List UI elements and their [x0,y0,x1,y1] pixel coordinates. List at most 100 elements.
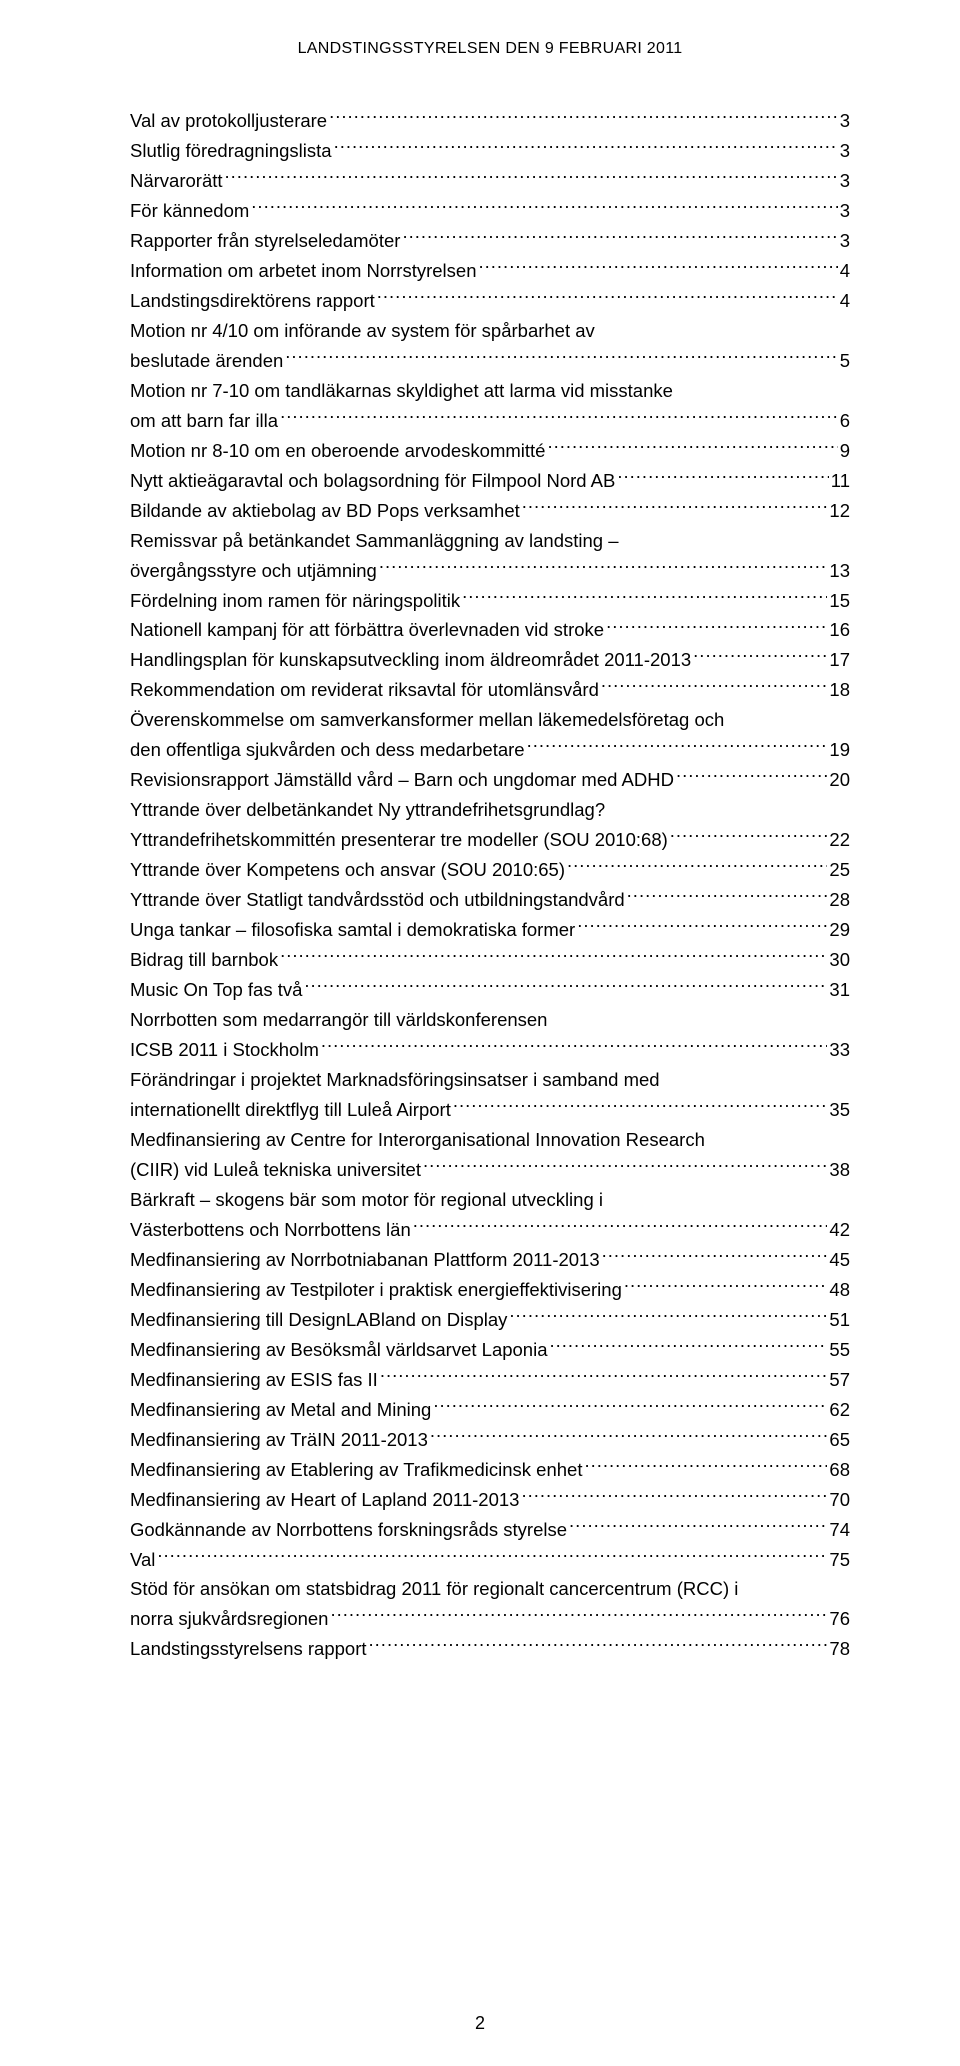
toc-entry-page: 3 [840,226,850,256]
toc-leader-dots [280,406,838,426]
toc-leader-dots [602,1245,828,1265]
toc-entry-page: 11 [831,466,850,496]
toc-entry-page: 3 [840,106,850,136]
toc-entry-title: Slutlig föredragningslista [130,136,332,166]
toc-entry-title: Medfinansiering till DesignLABland on Di… [130,1305,507,1335]
toc-entry-page: 15 [829,586,850,616]
toc-leader-dots [251,197,837,217]
toc-leader-dots [624,1275,828,1295]
toc-entry-page: 17 [829,645,850,675]
toc-entry-page: 42 [829,1215,850,1245]
toc-leader-dots [606,616,827,636]
toc-leader-dots [280,946,827,966]
toc-entry-title: Val [130,1545,155,1575]
toc-entry-continuation: Yttrande över delbetänkandet Ny yttrande… [130,795,850,825]
toc-entry: Yttrande över Kompetens och ansvar (SOU … [130,855,850,885]
toc-leader-dots [453,1096,828,1116]
toc-leader-dots [676,766,827,786]
toc-leader-dots [584,1455,827,1475]
toc-entry-page: 22 [829,825,850,855]
toc-entry-page: 68 [829,1455,850,1485]
toc-entry-title: Handlingsplan för kunskapsutveckling ino… [130,645,691,675]
toc-entry-title: Information om arbetet inom Norrstyrelse… [130,256,477,286]
toc-entry-title: För kännedom [130,196,249,226]
toc-entry-title: norra sjukvårdsregionen [130,1604,328,1634]
toc-entry: Fördelning inom ramen för näringspolitik… [130,586,850,616]
toc-leader-dots [509,1305,827,1325]
toc-leader-dots [567,856,827,876]
toc-leader-dots [413,1216,828,1236]
page-number: 2 [0,2013,960,2034]
toc-entry: Handlingsplan för kunskapsutveckling ino… [130,645,850,675]
toc-entry: Slutlig föredragningslista3 [130,136,850,166]
toc-entry-title: Godkännande av Norrbottens forskningsråd… [130,1515,567,1545]
toc-entry-continuation: Stöd för ansökan om statsbidrag 2011 för… [130,1574,850,1604]
toc-entry-page: 76 [829,1604,850,1634]
toc-leader-dots [462,586,827,606]
toc-entry-title: Yttrande över Kompetens och ansvar (SOU … [130,855,565,885]
toc-entry-title: Yttrandefrihetskommittén presenterar tre… [130,825,668,855]
table-of-contents: Val av protokolljusterare3Slutlig föredr… [130,106,850,1664]
toc-entry-page: 65 [829,1425,850,1455]
toc-entry-title: Motion nr 8-10 om en oberoende arvodesko… [130,436,545,466]
toc-entry: Landstingsstyrelsens rapport78 [130,1634,850,1664]
toc-leader-dots [627,886,828,906]
toc-entry-page: 19 [829,735,850,765]
toc-entry-title: Bidrag till barnbok [130,945,278,975]
toc-entry-title: (CIIR) vid Luleå tekniska universitet [130,1155,421,1185]
toc-leader-dots [430,1425,828,1445]
toc-entry-title: Revisionsrapport Jämställd vård – Barn o… [130,765,674,795]
toc-entry: den offentliga sjukvården och dess medar… [130,735,850,765]
toc-entry-page: 28 [829,885,850,915]
toc-leader-dots [569,1515,827,1535]
toc-entry-page: 3 [840,196,850,226]
toc-entry: Val av protokolljusterare 3 [130,106,850,136]
toc-leader-dots [225,167,838,187]
toc-entry-title: Medfinansiering av TräIN 2011-2013 [130,1425,428,1455]
toc-leader-dots [550,1335,828,1355]
toc-entry-title: Närvarorätt [130,166,223,196]
toc-entry-page: 38 [829,1155,850,1185]
toc-leader-dots [321,1036,828,1056]
toc-entry-title: Medfinansiering av Etablering av Trafikm… [130,1455,582,1485]
toc-entry-page: 12 [829,496,850,526]
toc-leader-dots [479,257,838,277]
toc-entry: Bidrag till barnbok 30 [130,945,850,975]
toc-entry-page: 74 [829,1515,850,1545]
toc-entry-title: Rekommendation om reviderat riksavtal fö… [130,675,599,705]
toc-leader-dots [547,436,837,456]
toc-entry: Val75 [130,1545,850,1575]
toc-leader-dots [402,227,837,247]
toc-entry-page: 30 [829,945,850,975]
toc-leader-dots [522,496,828,516]
toc-entry-title: Landstingsstyrelsens rapport [130,1634,367,1664]
toc-leader-dots [433,1395,827,1415]
toc-entry-page: 31 [829,975,850,1005]
toc-entry-continuation: Norrbotten som medarrangör till världsko… [130,1005,850,1035]
toc-leader-dots [329,107,838,127]
toc-leader-dots [334,137,838,157]
toc-entry-title: beslutade ärenden [130,346,283,376]
toc-entry-title: Medfinansiering av Besöksmål världsarvet… [130,1335,548,1365]
toc-entry: Medfinansiering till DesignLABland on Di… [130,1305,850,1335]
toc-entry-page: 13 [829,556,850,586]
toc-entry-title: Val av protokolljusterare [130,106,327,136]
toc-entry-page: 57 [829,1365,850,1395]
document-page: LANDSTINGSSTYRELSEN DEN 9 FEBRUARI 2011 … [0,0,960,2066]
toc-entry-continuation: Motion nr 4/10 om införande av system fö… [130,316,850,346]
toc-entry: internationellt direktflyg till Luleå Ai… [130,1095,850,1125]
toc-entry-continuation: Förändringar i projektet Marknadsförings… [130,1065,850,1095]
toc-leader-dots [601,676,828,696]
toc-entry-page: 33 [829,1035,850,1065]
toc-entry-title: Nytt aktieägaravtal och bolagsordning fö… [130,466,615,496]
toc-entry-title: Nationell kampanj för att förbättra över… [130,615,604,645]
toc-leader-dots [617,466,828,486]
toc-entry: Medfinansiering av Heart of Lapland 2011… [130,1485,850,1515]
toc-entry: Landstingsdirektörens rapport4 [130,286,850,316]
toc-entry: Yttrandefrihetskommittén presenterar tre… [130,825,850,855]
toc-entry: Närvarorätt3 [130,166,850,196]
toc-entry: Yttrande över Statligt tandvårdsstöd och… [130,885,850,915]
toc-entry-title: Västerbottens och Norrbottens län [130,1215,411,1245]
toc-entry: Information om arbetet inom Norrstyrelse… [130,256,850,286]
toc-entry: Västerbottens och Norrbottens län 42 [130,1215,850,1245]
